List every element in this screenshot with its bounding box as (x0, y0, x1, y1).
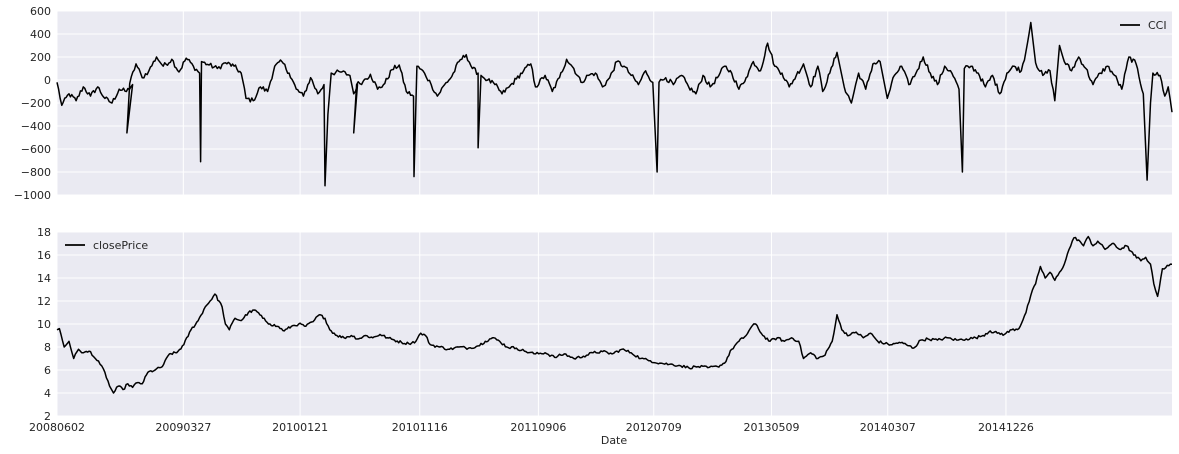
price-y-tick-label: 16 (37, 249, 51, 262)
price-legend-label: closePrice (93, 239, 148, 252)
x-tick-label: 20090327 (155, 421, 211, 434)
price-y-tick-label: 8 (44, 341, 51, 354)
cci-y-tick-label: −1000 (14, 189, 51, 202)
cci-series-line (56, 21, 1173, 187)
x-tick-label: 20101116 (392, 421, 448, 434)
x-tick-label: 20110906 (510, 421, 566, 434)
cci-y-tick-label: 0 (44, 74, 51, 87)
price-y-tick-label: 4 (44, 387, 51, 400)
x-tick-label: 20120709 (626, 421, 682, 434)
x-tick-label: 20080602 (29, 421, 85, 434)
price-y-tick-label: 2 (44, 410, 51, 423)
price-y-tick-label: 18 (37, 226, 51, 239)
cci-y-tick-label: −600 (21, 143, 51, 156)
x-tick-label: 20100121 (272, 421, 328, 434)
price-y-tick-label: 12 (37, 295, 51, 308)
cci-y-tick-label: −800 (21, 166, 51, 179)
cci-y-tick-label: 600 (30, 5, 51, 18)
x-axis-title: Date (601, 434, 628, 447)
cci-y-tick-label: −400 (21, 120, 51, 133)
x-tick-label: 20130509 (743, 421, 799, 434)
price-y-tick-label: 14 (37, 272, 51, 285)
x-tick-label: 20141226 (978, 421, 1034, 434)
cci-y-tick-label: 400 (30, 28, 51, 41)
cci-legend-label: CCI (1148, 19, 1167, 32)
price-y-tick-label: 6 (44, 364, 51, 377)
price-series-line (56, 235, 1173, 394)
cci-y-tick-label: 200 (30, 51, 51, 64)
cci-panel: 600 400 200 0 −200 −400 −600 −800 −1000 CCI (14, 5, 1173, 202)
price-y-tick-label: 10 (37, 318, 51, 331)
x-tick-label: 20140307 (860, 421, 916, 434)
cci-y-tick-label: −200 (21, 97, 51, 110)
